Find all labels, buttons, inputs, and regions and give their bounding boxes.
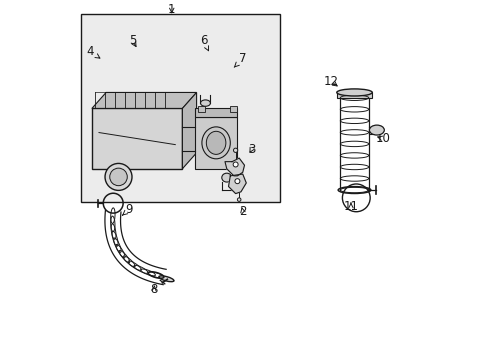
Ellipse shape [206, 131, 225, 154]
Text: 3: 3 [247, 143, 255, 156]
Text: 11: 11 [343, 199, 358, 212]
Text: 2: 2 [239, 205, 246, 218]
Ellipse shape [336, 89, 371, 96]
Bar [230, 105, 237, 112]
Text: 8: 8 [150, 283, 157, 296]
Circle shape [105, 163, 132, 190]
Text: 9: 9 [122, 203, 133, 216]
Circle shape [234, 179, 240, 184]
Polygon shape [182, 93, 196, 169]
Text: 1: 1 [168, 3, 175, 15]
Bar [198, 105, 205, 112]
Circle shape [233, 148, 237, 152]
Ellipse shape [368, 125, 384, 135]
Polygon shape [224, 158, 244, 176]
Polygon shape [228, 174, 246, 194]
Polygon shape [92, 93, 196, 108]
Text: 6: 6 [200, 35, 208, 51]
Ellipse shape [202, 127, 230, 159]
Text: 7: 7 [234, 52, 246, 67]
Circle shape [109, 168, 127, 186]
Text: 12: 12 [323, 75, 338, 88]
Text: 4: 4 [86, 45, 100, 58]
Ellipse shape [222, 173, 231, 182]
Text: 5: 5 [129, 35, 136, 48]
Bar [92, 108, 182, 169]
Circle shape [237, 198, 241, 201]
Ellipse shape [159, 276, 174, 282]
Bar [81, 14, 280, 202]
Ellipse shape [200, 100, 210, 106]
Bar [336, 93, 371, 98]
Bar [194, 117, 237, 169]
Text: 10: 10 [375, 132, 389, 145]
Bar [194, 108, 237, 117]
Circle shape [233, 162, 238, 167]
